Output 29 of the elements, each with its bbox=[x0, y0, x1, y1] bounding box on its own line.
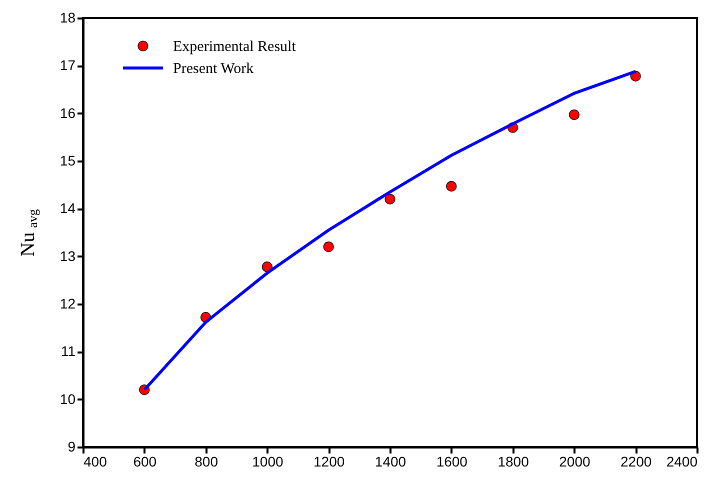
x-tick-label: 800 bbox=[194, 454, 218, 470]
legend-label: Present Work bbox=[173, 61, 254, 77]
y-tick-label: 15 bbox=[60, 152, 76, 168]
legend-label: Experimental Result bbox=[173, 39, 297, 55]
point bbox=[384, 194, 396, 204]
point bbox=[446, 180, 457, 192]
y-tick-label: 18 bbox=[60, 10, 76, 26]
x-tick-label: 2200 bbox=[620, 454, 652, 470]
x-tick-label: 1000 bbox=[252, 454, 284, 470]
x-tick-label: 400 bbox=[84, 454, 108, 470]
x-tick-label: 1400 bbox=[374, 454, 406, 470]
y-tick-label: 13 bbox=[60, 248, 76, 264]
y-tick-label: 12 bbox=[60, 296, 76, 312]
x-tick-label: 1600 bbox=[436, 454, 468, 470]
y-axis-title: Nuavg bbox=[17, 208, 40, 257]
y-tick-label: 14 bbox=[60, 200, 76, 216]
y-tick-label: 16 bbox=[60, 104, 76, 121]
x-tick-label: 1200 bbox=[314, 454, 345, 470]
y-tick-label: 9 bbox=[68, 438, 76, 454]
point bbox=[262, 262, 272, 272]
x-tick-label: 1800 bbox=[498, 454, 530, 470]
y-tick-label: 10 bbox=[60, 390, 76, 407]
x-tick-label: 2400 bbox=[666, 454, 698, 470]
point bbox=[568, 109, 580, 120]
y-tick-label: 11 bbox=[60, 343, 76, 360]
x-tick-label: 2000 bbox=[559, 454, 590, 470]
point bbox=[323, 242, 334, 252]
y-tick-label: 17 bbox=[60, 57, 76, 74]
x-tick-label: 600 bbox=[133, 454, 157, 470]
